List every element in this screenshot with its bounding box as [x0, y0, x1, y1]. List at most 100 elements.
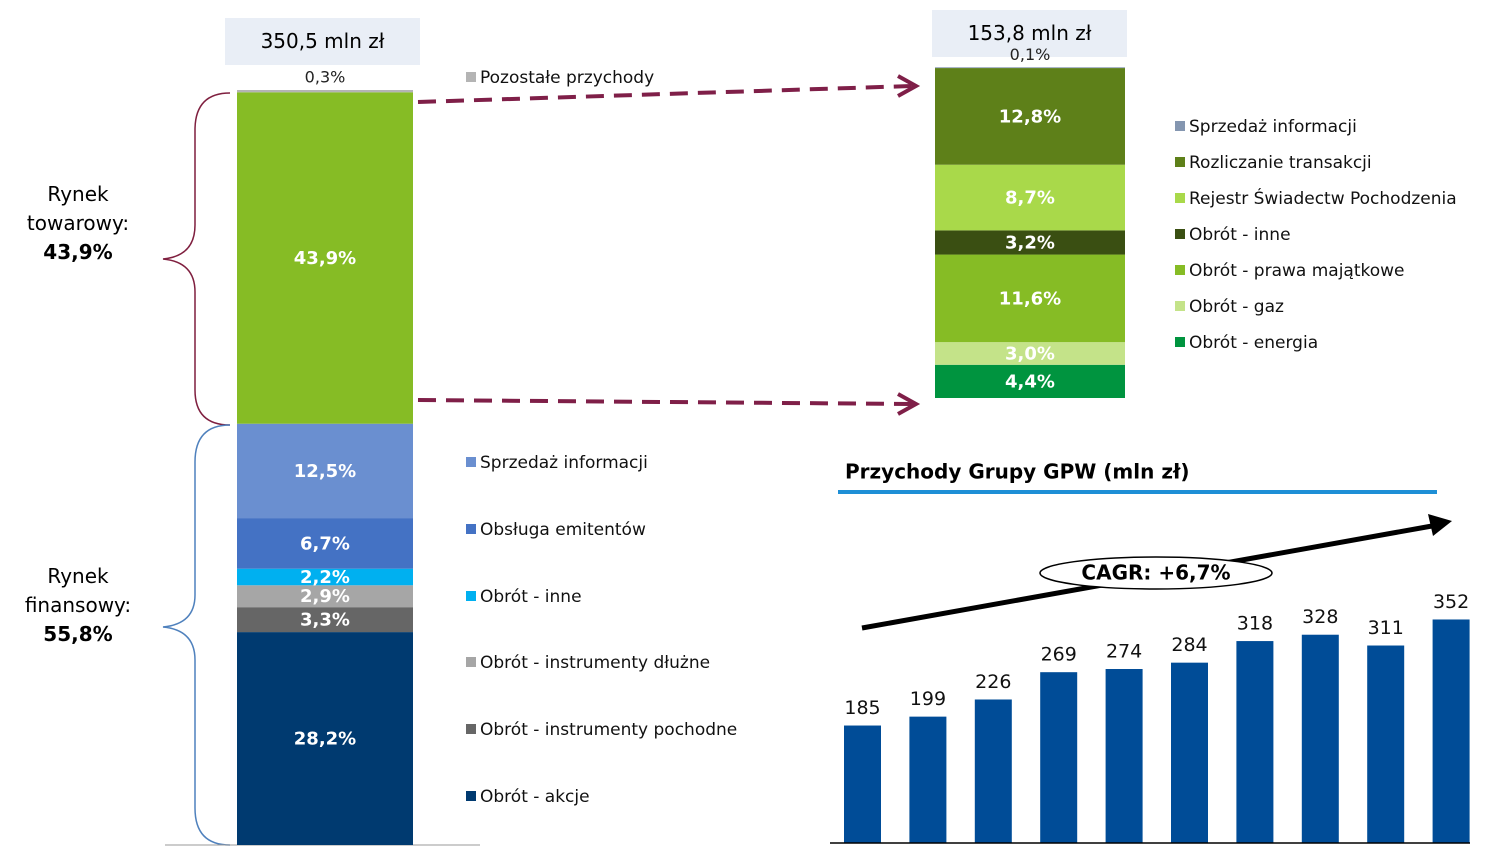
legend-label: Obrót - instrumenty dłużne	[480, 653, 710, 673]
legend-swatch	[466, 657, 476, 667]
legend-label: Obrót - inne	[1189, 225, 1291, 245]
bar	[1301, 634, 1339, 843]
annotation-ellipse	[1039, 556, 1273, 590]
annotation-text: Rynek finansowy:	[24, 564, 132, 617]
legend-label: Rejestr Świadectw Pochodzenia	[1189, 187, 1457, 209]
bar	[1432, 619, 1470, 843]
bar-segment	[935, 254, 1125, 343]
legend-swatch	[1175, 337, 1185, 347]
annotation-value: 43,9%	[43, 240, 113, 264]
trend-arrow-head	[1428, 514, 1452, 536]
bar-segment	[237, 518, 413, 569]
bar	[909, 716, 947, 843]
bar	[1236, 641, 1274, 843]
bar-segment	[237, 607, 413, 633]
data-label: 328	[1302, 606, 1338, 628]
legend-swatch	[1175, 157, 1185, 167]
legend-swatch	[1175, 301, 1185, 311]
legend-label: Obrót - instrumenty pochodne	[480, 720, 737, 740]
legend-swatch	[1175, 265, 1185, 275]
annotation-value: 55,8%	[43, 622, 113, 646]
legend-swatch	[466, 724, 476, 734]
data-label: 2,2%	[300, 567, 350, 588]
legend-label: Obrót - energia	[1189, 333, 1318, 353]
legend-swatch	[1175, 121, 1185, 131]
bar-segment	[935, 67, 1125, 69]
annotation: CAGR: +6,7%	[1081, 561, 1230, 585]
bar-segment	[935, 164, 1125, 231]
legend-label: Obrót - inne	[480, 587, 582, 607]
bar-segment	[237, 585, 413, 608]
data-label: 352	[1433, 591, 1469, 613]
data-label: 269	[1041, 644, 1077, 666]
data-label: 43,9%	[294, 248, 356, 269]
legend-label: Pozostałe przychody	[480, 68, 654, 88]
total-box	[225, 18, 420, 65]
bar-segment	[237, 423, 413, 519]
data-label: 0,1%	[1010, 45, 1051, 64]
data-label: 12,5%	[294, 461, 356, 482]
data-label: 4,4%	[1005, 371, 1055, 392]
brace	[162, 424, 231, 846]
legend-label: Obsługa emitentów	[480, 520, 646, 540]
bar	[844, 725, 881, 843]
data-label: 28,2%	[294, 729, 356, 750]
data-label: 311	[1368, 617, 1404, 639]
legend-swatch	[466, 591, 476, 601]
bar-segment	[935, 68, 1125, 165]
legend-swatch	[466, 72, 476, 82]
brace	[162, 92, 231, 426]
legend-swatch	[466, 457, 476, 467]
data-label: 318	[1237, 613, 1273, 635]
arrow-head	[897, 392, 921, 416]
bar-segment	[935, 230, 1125, 255]
bar-segment	[237, 90, 413, 93]
total-box	[932, 10, 1127, 57]
chart-title: Przychody Grupy GPW (mln zł)	[845, 460, 1190, 484]
annotation: Rynek finansowy: 55,8%	[3, 562, 153, 649]
total-label: 350,5 mln zł	[261, 29, 385, 53]
bar	[1040, 672, 1078, 843]
bar-segment	[237, 632, 413, 845]
bar-segment	[935, 342, 1125, 365]
data-label: 284	[1171, 634, 1207, 656]
annotation: Rynek towarowy: 43,9%	[3, 180, 153, 267]
data-label: 3,0%	[1005, 343, 1055, 364]
data-label: 12,8%	[999, 106, 1061, 127]
bar-segment	[237, 92, 413, 424]
bar-segment	[935, 364, 1125, 398]
bar	[1171, 662, 1208, 843]
data-label: 11,6%	[999, 288, 1061, 309]
connector	[417, 84, 913, 104]
data-label: 226	[975, 671, 1011, 693]
data-label: 0,3%	[305, 68, 346, 87]
annotation-text: Rynek towarowy:	[26, 182, 130, 235]
bar	[974, 699, 1012, 843]
bar-segment	[237, 568, 413, 586]
data-label: 185	[844, 697, 880, 719]
bar	[1367, 645, 1405, 843]
legend-swatch	[466, 791, 476, 801]
legend-swatch	[1175, 229, 1185, 239]
data-label: 8,7%	[1005, 188, 1055, 209]
total-label: 153,8 mln zł	[968, 21, 1092, 45]
legend-label: Sprzedaż informacji	[480, 453, 648, 473]
arrow-head	[897, 74, 921, 98]
data-label: 6,7%	[300, 533, 350, 554]
data-label: 2,9%	[300, 586, 350, 607]
legend-swatch	[1175, 193, 1185, 203]
bar	[1105, 669, 1143, 843]
legend-label: Obrót - gaz	[1189, 297, 1284, 317]
connector	[417, 398, 913, 406]
legend-label: Rozliczanie transakcji	[1189, 153, 1372, 173]
data-label: 3,2%	[1005, 232, 1055, 253]
legend-swatch	[466, 524, 476, 534]
data-label: 3,3%	[300, 610, 350, 631]
data-label: 199	[910, 688, 946, 710]
legend-label: Obrót - akcje	[480, 787, 590, 807]
legend-label: Obrót - prawa majątkowe	[1189, 261, 1405, 281]
data-label: 274	[1106, 641, 1142, 663]
legend-label: Sprzedaż informacji	[1189, 117, 1357, 137]
